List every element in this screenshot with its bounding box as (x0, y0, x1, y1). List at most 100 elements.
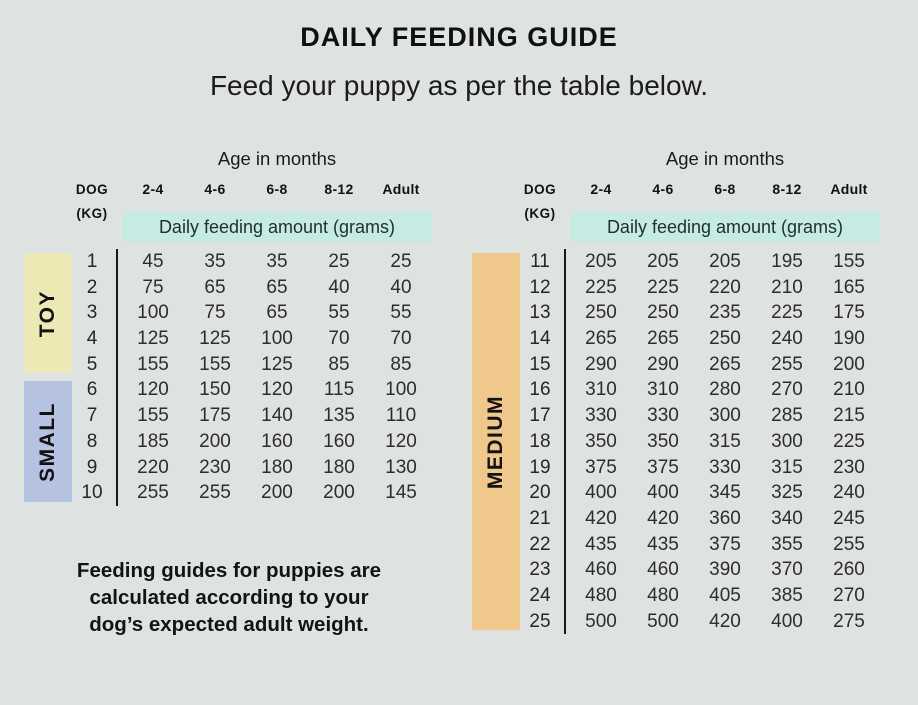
feeding-amount-cell: 285 (771, 405, 803, 427)
feeding-amount-cell: 110 (385, 405, 417, 427)
feeding-amount-cell: 500 (647, 610, 679, 632)
dog-weight-kg: 12 (529, 276, 551, 298)
feeding-amount-cell: 460 (585, 559, 617, 581)
feeding-amount-cell: 175 (833, 302, 865, 324)
feeding-amount-cell: 265 (585, 328, 617, 350)
feeding-amount-cell: 230 (199, 456, 231, 478)
feeding-amount-cell: 325 (771, 482, 803, 504)
feeding-amount-cell: 205 (647, 251, 679, 272)
feeding-amount-cell: 130 (385, 456, 417, 478)
footer-note: Feeding guides for puppies are calculate… (24, 557, 434, 638)
feeding-amount-cell: 215 (833, 405, 865, 427)
feeding-amount-cell: 35 (266, 251, 288, 272)
size-group-band-toy: TOY (24, 253, 72, 374)
feeding-amount-cell: 310 (647, 379, 679, 401)
feeding-amount-cell: 330 (647, 405, 679, 427)
feeding-amount-cell: 65 (266, 302, 288, 324)
feeding-amount-cell: 100 (261, 328, 293, 350)
feeding-amount-cell: 45 (142, 251, 164, 272)
feeding-amount-cell: 160 (323, 430, 355, 452)
feeding-amount-cell: 300 (709, 405, 741, 427)
feeding-amount-cell: 225 (771, 302, 803, 324)
feeding-amount-cell: 390 (709, 559, 741, 581)
dog-weight-kg: 3 (86, 302, 98, 324)
feeding-amount-cell: 290 (585, 353, 617, 375)
dog-weight-kg: 15 (529, 353, 551, 375)
feeding-amount-cell: 200 (261, 482, 293, 504)
feeding-amount-cell: 435 (647, 533, 679, 555)
feeding-amount-cell: 400 (647, 482, 679, 504)
page-subtitle: Feed your puppy as per the table below. (209, 70, 709, 101)
feeding-amount-cell: 55 (328, 302, 350, 324)
daily-feeding-amount-band: Daily feeding amount (grams) (122, 212, 432, 242)
dog-weight-kg: 21 (529, 507, 551, 529)
feeding-amount-cell: 230 (833, 456, 865, 478)
feeding-amount-cell: 240 (771, 328, 803, 350)
feeding-amount-cell: 350 (647, 430, 679, 452)
feeding-amount-cell: 265 (647, 328, 679, 350)
dog-weight-kg: 23 (529, 559, 551, 581)
dog-weight-kg: 9 (86, 456, 98, 478)
age-column-label: 4-6 (204, 181, 226, 197)
feeding-amount-cell: 40 (328, 276, 350, 298)
feeding-amount-cell: 340 (771, 507, 803, 529)
feeding-amount-cell: 205 (709, 251, 741, 272)
feeding-amount-cell: 155 (199, 353, 231, 375)
feeding-amount-cell: 375 (585, 456, 617, 478)
feeding-amount-cell: 420 (647, 507, 679, 529)
dog-weight-kg: 11 (530, 251, 550, 272)
feeding-amount-cell: 330 (709, 456, 741, 478)
feeding-amount-cell: 125 (137, 328, 169, 350)
feeding-amount-cell: 200 (199, 430, 231, 452)
feeding-amount-cell: 385 (771, 584, 803, 606)
age-column-label: 6-8 (266, 181, 288, 197)
feeding-amount-cell: 205 (585, 251, 617, 272)
feeding-amount-cell: 135 (323, 405, 355, 427)
feeding-amount-cell: 360 (709, 507, 741, 529)
age-in-months-header: Age in months (217, 148, 337, 169)
feeding-amount-cell: 435 (585, 533, 617, 555)
feeding-amount-cell: 210 (771, 276, 803, 298)
feeding-amount-cell: 345 (709, 482, 741, 504)
feeding-amount-cell: 255 (137, 482, 169, 504)
dog-weight-kg: 7 (86, 405, 98, 427)
feeding-amount-cell: 200 (323, 482, 355, 504)
kg-column-label: (KG) (76, 206, 108, 221)
feeding-amount-cell: 330 (585, 405, 617, 427)
feeding-amount-cell: 420 (709, 610, 741, 632)
feeding-amount-cell: 280 (709, 379, 741, 401)
feeding-amount-cell: 180 (261, 456, 293, 478)
feeding-amount-cell: 155 (833, 251, 865, 272)
feeding-amount-cell: 310 (585, 379, 617, 401)
feeding-amount-cell: 195 (771, 251, 803, 272)
feeding-amount-cell: 460 (647, 559, 679, 581)
feeding-amount-cell: 235 (709, 302, 741, 324)
feeding-amount-cell: 290 (647, 353, 679, 375)
feeding-amount-cell: 85 (328, 353, 350, 375)
age-column-label: 4-6 (652, 181, 674, 197)
feeding-amount-cell: 220 (709, 276, 741, 298)
daily-feeding-amount-band: Daily feeding amount (grams) (570, 212, 880, 242)
dog-weight-kg: 10 (81, 482, 103, 504)
feeding-amount-cell: 405 (709, 584, 741, 606)
feeding-amount-cell: 255 (771, 353, 803, 375)
feeding-amount-cell: 500 (585, 610, 617, 632)
feeding-amount-cell: 250 (585, 302, 617, 324)
feeding-amount-cell: 275 (833, 610, 865, 632)
feeding-amount-cell: 120 (137, 379, 169, 401)
dog-weight-kg: 18 (529, 430, 551, 452)
dog-weight-kg: 16 (529, 379, 551, 401)
feeding-amount-cell: 120 (261, 379, 293, 401)
feeding-amount-cell: 480 (585, 584, 617, 606)
table-divider-line (115, 249, 119, 506)
feeding-amount-cell: 245 (833, 507, 865, 529)
feeding-amount-cell: 315 (709, 430, 741, 452)
feeding-amount-cell: 40 (390, 276, 412, 298)
age-column-label: Adult (382, 181, 420, 197)
age-column-label: 2-4 (142, 181, 164, 197)
feeding-amount-cell: 175 (199, 405, 231, 427)
feeding-table-medium: Age in months DOG (KG) Daily feeding amo… (472, 145, 880, 635)
feeding-amount-cell: 370 (771, 559, 803, 581)
feeding-amount-cell: 225 (585, 276, 617, 298)
feeding-amount-cell: 270 (771, 379, 803, 401)
